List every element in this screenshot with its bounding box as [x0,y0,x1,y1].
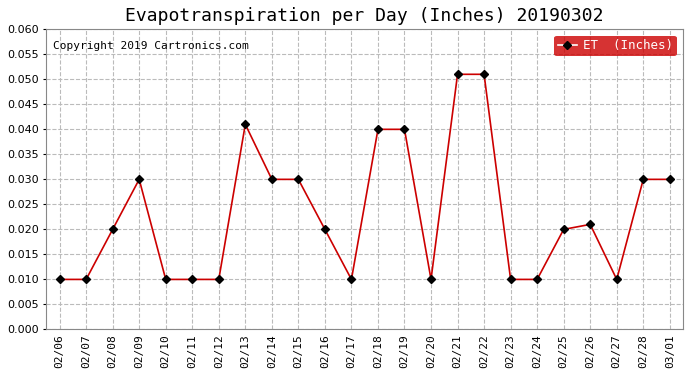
ET  (Inches) [400,127,408,132]
ET  (Inches) [188,277,197,282]
ET  (Inches) [666,177,674,182]
ET  (Inches) [586,222,594,226]
ET  (Inches) [82,277,90,282]
ET  (Inches) [453,72,462,76]
ET  (Inches) [374,127,382,132]
ET  (Inches) [161,277,170,282]
ET  (Inches) [215,277,223,282]
ET  (Inches) [560,227,568,232]
ET  (Inches) [480,72,489,76]
ET  (Inches) [506,277,515,282]
ET  (Inches) [55,277,63,282]
ET  (Inches) [347,277,355,282]
ET  (Inches) [321,227,329,232]
ET  (Inches) [427,277,435,282]
ET  (Inches) [108,227,117,232]
ET  (Inches) [135,177,144,182]
ET  (Inches) [294,177,302,182]
ET  (Inches) [613,277,621,282]
ET  (Inches) [268,177,276,182]
Legend: ET  (Inches): ET (Inches) [554,36,677,56]
ET  (Inches) [639,177,647,182]
Line: ET  (Inches): ET (Inches) [57,72,673,282]
Text: Copyright 2019 Cartronics.com: Copyright 2019 Cartronics.com [52,41,248,51]
ET  (Inches) [241,122,250,127]
ET  (Inches) [533,277,541,282]
Title: Evapotranspiration per Day (Inches) 20190302: Evapotranspiration per Day (Inches) 2019… [126,7,604,25]
